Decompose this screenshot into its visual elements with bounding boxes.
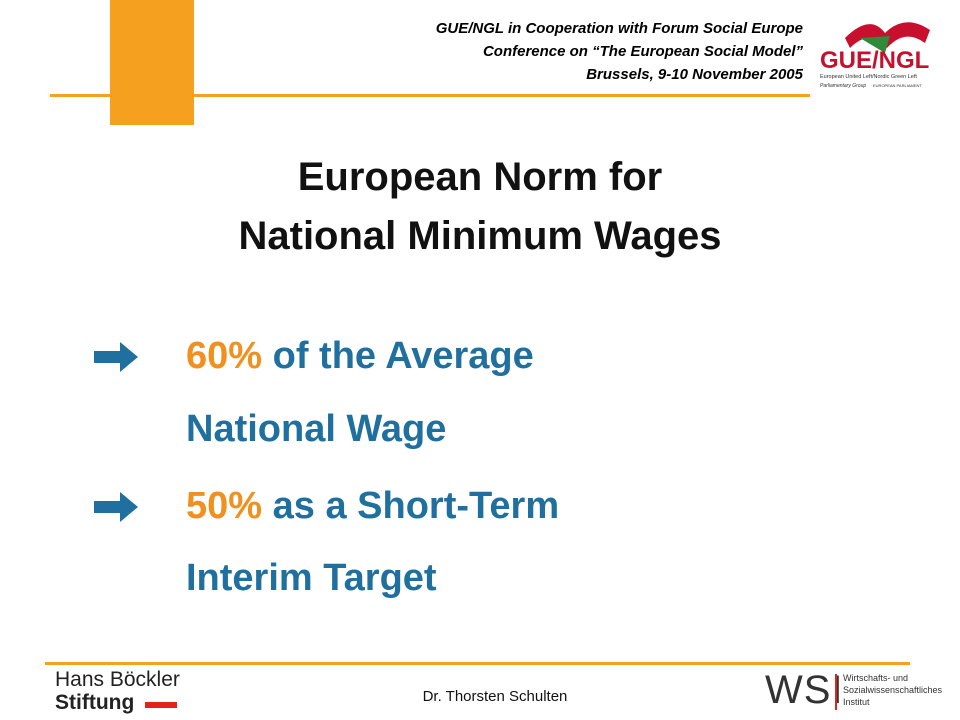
wsi-line: Sozialwissenschaftliches [843, 685, 943, 695]
logo-line: Parliamentary Group [820, 83, 866, 89]
arrow [94, 492, 138, 522]
bullet: 60% of the Average [186, 335, 534, 378]
bullet-continuation: Interim Target [186, 557, 437, 599]
header-line: Brussels, 9-10 November 2005 [586, 66, 803, 83]
bullet-text: as a Short-Term [262, 485, 560, 527]
bullet: 50% as a Short-Term [186, 485, 559, 528]
hbs-line: Stiftung [55, 691, 135, 714]
bullet-text: of the Average [262, 335, 534, 377]
logo-line: European United Left/Nordic Green Left [820, 74, 917, 80]
logo-name: GUE/NGL [820, 47, 929, 74]
hbs-bar [145, 702, 177, 708]
bullet-continuation: National Wage [186, 408, 447, 450]
arrow [94, 342, 138, 372]
header-line: GUE/NGL in Cooperation with Forum Social… [435, 20, 803, 37]
hbs-line: Hans Böckler [55, 668, 180, 691]
title-line: European Norm for [297, 155, 663, 199]
footer-rule [45, 662, 910, 665]
header-line: Conference on “The European Social Model… [482, 43, 803, 60]
orange-square [110, 0, 194, 125]
title-line: National Minimum Wages [238, 214, 722, 258]
wsi-name: WSI [765, 668, 844, 712]
gue-logo: GUE/NGL European United Left/Nordic Gree… [820, 22, 930, 89]
bullet-highlight: 50% [186, 485, 263, 527]
bullet-highlight: 60% [186, 335, 263, 377]
logo-line: EUROPEAN PARLIAMENT [873, 83, 922, 88]
wsi-text: Wirtschafts- und Sozialwissenschaftliche… [843, 672, 942, 708]
header-rule [50, 94, 810, 97]
author: Dr. Thorsten Schulten [422, 688, 568, 705]
wsi-line: Institut [843, 697, 870, 707]
wsi-bar [835, 674, 837, 710]
wsi-line: Wirtschafts- und [843, 673, 909, 683]
hbs-logo: Hans Böckler Stiftung [55, 668, 180, 714]
